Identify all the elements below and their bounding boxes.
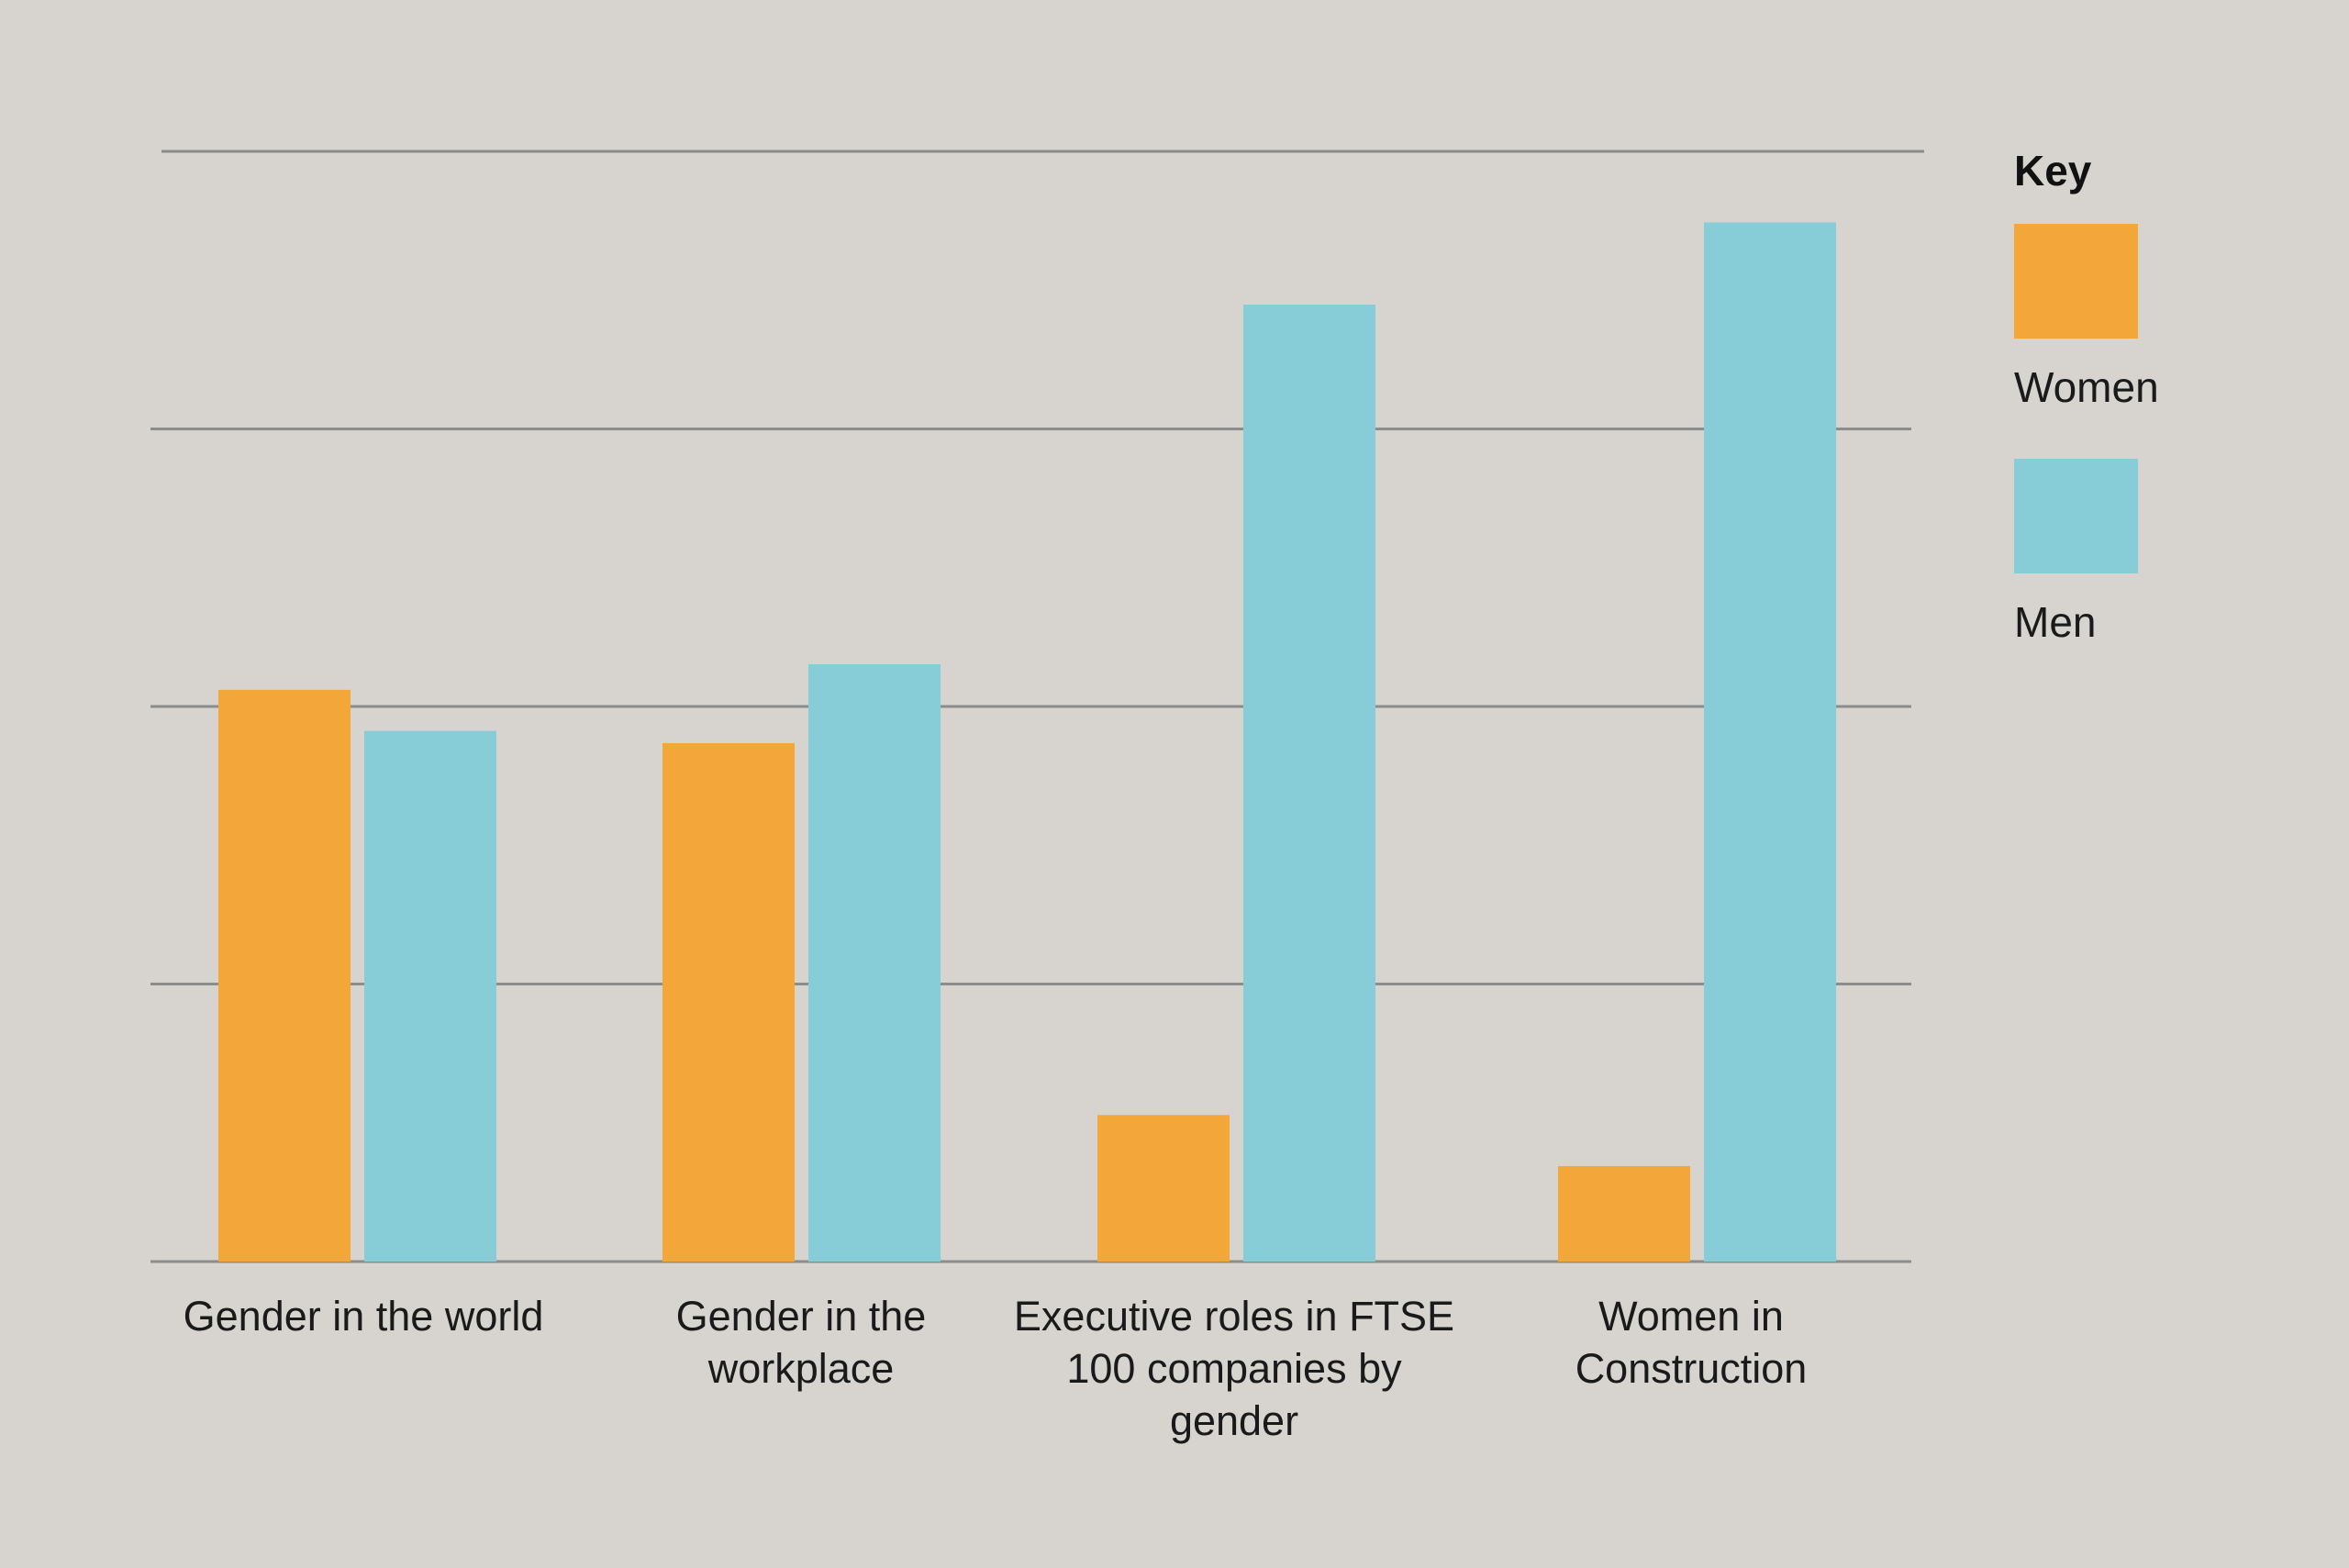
bar-women-3 [1558, 1165, 1690, 1262]
legend-label-men: Men [2014, 598, 2096, 646]
category-label-0: Gender in the world [184, 1293, 544, 1340]
category-label-3: Women in Construction [1575, 1293, 1808, 1392]
legend-swatch-women [2014, 224, 2138, 339]
legend-swatch-men [2014, 459, 2138, 573]
category-label-line: Gender in the [676, 1293, 927, 1340]
bar-men-3 [1704, 222, 1836, 1262]
category-labels: Gender in the world Gender in the workplac… [184, 1293, 1808, 1444]
bar-women-2 [1097, 1115, 1230, 1262]
bar-men-1 [808, 664, 941, 1262]
bar-women-0 [218, 689, 351, 1262]
category-label-line: Construction [1575, 1345, 1808, 1392]
legend-title: Key [2014, 147, 2092, 195]
category-label-1: Gender in the workplace [676, 1293, 927, 1392]
legend: Key Women Men [2014, 147, 2159, 646]
category-label-line: Executive roles in FTSE [1014, 1293, 1454, 1340]
category-label-line: workplace [707, 1345, 895, 1392]
category-label-line: Women in [1598, 1293, 1784, 1340]
legend-label-women: Women [2014, 363, 2159, 411]
bar-men-0 [364, 730, 496, 1262]
bar-women-1 [662, 742, 795, 1262]
bars [218, 222, 1836, 1262]
bar-men-2 [1243, 304, 1375, 1262]
category-label-line: Gender in the world [184, 1293, 544, 1340]
category-label-2: Executive roles in FTSE 100 companies by g… [1014, 1293, 1454, 1444]
category-label-line: gender [1170, 1397, 1298, 1444]
category-label-line: 100 companies by [1066, 1345, 1402, 1392]
